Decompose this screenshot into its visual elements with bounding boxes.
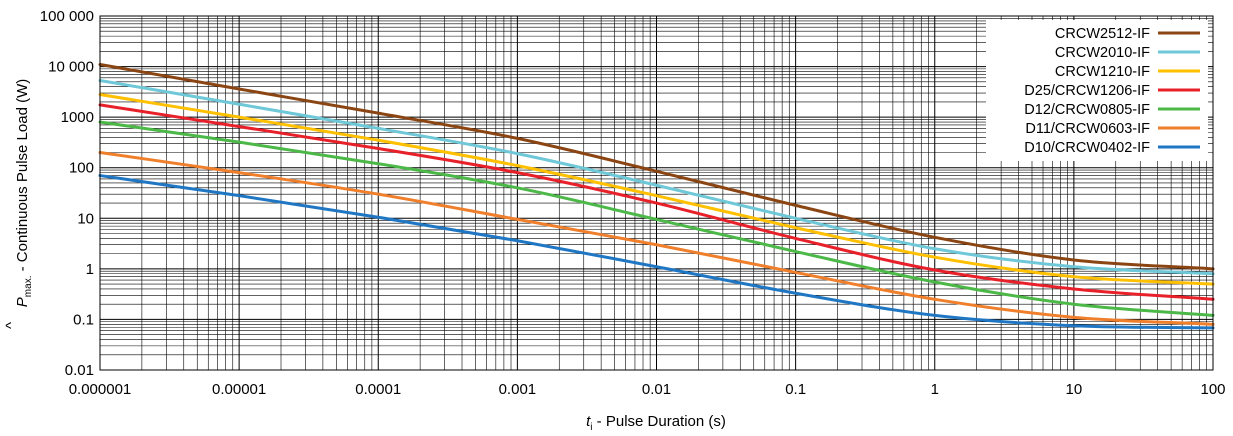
legend-label: D10/CRCW0402-IF [1024,140,1150,156]
x-tick-label: 100 [1200,381,1225,398]
y-tick-label: 1000 [61,109,94,126]
series-line-d10-crcw0402-if [98,174,1215,330]
y-tick-label: 10 [77,210,94,227]
x-axis-text: - Pulse Duration (s) [593,413,726,430]
y-axis-subscript: max. [23,276,34,298]
y-axis-symbol: P [14,297,31,307]
y-tick-label: 0.01 [65,362,94,379]
legend-label: CRCW2512-IF [1055,26,1150,42]
y-axis-hat: ^ [3,322,20,329]
series-line-d11-crcw0603-if [98,150,1215,326]
x-tick-label: 0.0001 [355,381,401,398]
plot-frame [99,15,1214,371]
series-line-crcw1210-if [98,93,1215,286]
chart-grid [99,16,1213,371]
x-tick-label: 0.1 [785,381,806,398]
x-axis-title: ti - Pulse Duration (s) [586,413,726,433]
y-tick-label: 1 [86,261,94,278]
legend-label: D25/CRCW1206-IF [1024,83,1150,99]
x-tick-labels: 0.000001 0.00001 0.0001 0.001 0.01 0.1 1 10 100 [69,381,1226,398]
y-axis-text: - Continuous Pulse Load (W) [14,79,31,276]
x-axis-subscript: i [590,422,592,433]
legend-label: D11/CRCW0603-IF [1025,121,1150,137]
legend-label: CRCW1210-IF [1055,64,1150,80]
legend: CRCW2512-IF CRCW2010-IF CRCW1210-IF D25/CRC… [986,20,1208,161]
x-tick-label: 0.01 [642,381,671,398]
x-tick-label: 0.000001 [69,381,132,398]
y-tick-label: 100 [69,160,94,177]
y-tick-labels: 100 000 10 000 1000 100 10 1 0.1 0.01 [40,8,94,379]
x-tick-label: 0.001 [499,381,537,398]
x-tick-label: 10 [1066,381,1083,398]
y-axis-title-group: Pmax. - Continuous Pulse Load (W) ^ [3,79,34,329]
y-tick-label: 0.1 [73,311,94,328]
x-tick-label: 0.00001 [212,381,266,398]
y-tick-label: 100 000 [40,8,94,25]
series-line-crcw2512-if [98,62,1215,271]
legend-label: CRCW2010-IF [1055,45,1150,61]
chart-series [98,62,1215,330]
series-line-crcw2010-if [98,79,1215,276]
series-line-d25-crcw1206-if [98,103,1215,301]
y-axis-title: Pmax. - Continuous Pulse Load (W) [14,79,34,307]
x-tick-label: 1 [931,381,939,398]
series-line-d12-crcw0805-if [98,120,1215,317]
y-tick-label: 10 000 [48,59,94,76]
x-axis-symbol: t [586,413,591,430]
legend-label: D12/CRCW0805-IF [1024,102,1150,118]
